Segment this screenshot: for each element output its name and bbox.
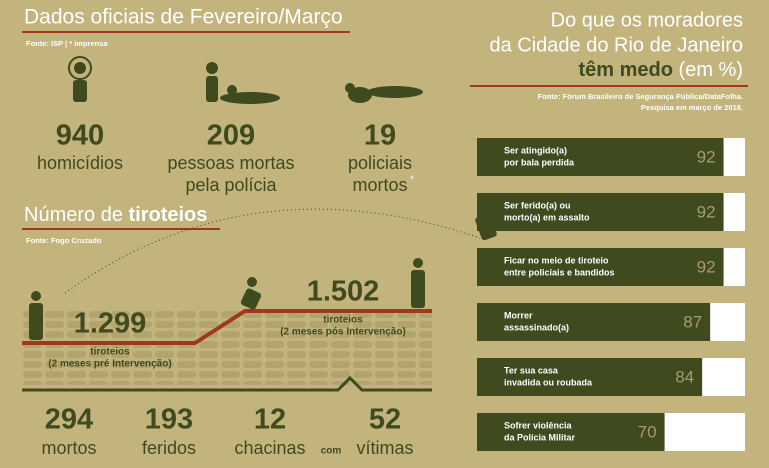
note-mark: *: [410, 175, 414, 186]
category-label: assassinado(a): [504, 322, 569, 332]
bar: [477, 138, 724, 176]
total-label: mortos: [41, 438, 96, 458]
shootings-before-label: (2 meses pré Intervenção): [48, 359, 171, 370]
trend-line: [22, 309, 432, 345]
total-label: vítimas: [356, 438, 413, 458]
category-label: morto(a) em assalto: [504, 212, 590, 222]
shootings-before-label: tiroteios: [90, 347, 130, 358]
value-label: 84: [675, 367, 694, 386]
stat-value: 209: [207, 120, 255, 152]
total-label: chacinas: [234, 438, 305, 458]
section-title: Número de tiroteios: [24, 204, 207, 226]
value-label: 70: [638, 422, 657, 441]
stat-label: homicídios: [37, 153, 123, 173]
stat-label: policiais: [348, 153, 412, 173]
value-label: 87: [683, 312, 702, 331]
category-label: Morrer: [504, 310, 533, 320]
trajectory: [64, 208, 481, 294]
stat-label: mortos: [352, 175, 407, 195]
total-value: 12: [254, 404, 286, 436]
stat-label: pessoas mortas: [167, 153, 294, 173]
source: Fonte: Fogo Cruzado: [26, 236, 102, 245]
chart-title-unit: (em %): [679, 59, 743, 81]
shootings-after-value: 1.502: [307, 276, 380, 308]
bar: [477, 413, 665, 451]
stat-value: 19: [364, 120, 396, 152]
icon: [68, 56, 423, 104]
title: Dados oficiais de Fevereiro/Março: [24, 6, 343, 29]
category-label: por bala perdida: [504, 157, 575, 167]
chart-title: da Cidade do Rio de Janeiro: [489, 34, 743, 56]
value-label: 92: [697, 202, 716, 221]
source: Fonte: Fórum Brasileiro de Segurança Púb…: [538, 92, 743, 101]
category-label: Sofrer violência: [504, 420, 573, 430]
category-label: Ser ferido(a) ou: [504, 200, 571, 210]
connector: com: [321, 446, 342, 457]
section-title-prefix: Número de: [24, 204, 123, 226]
source: Pesquisa em março de 2018.: [641, 103, 743, 112]
shootings-before-value: 1.299: [74, 308, 147, 340]
value-label: 92: [697, 147, 716, 166]
chart-title: têm medo (em %): [579, 59, 743, 81]
category-label: Ter sua casa: [504, 365, 559, 375]
bar: [477, 303, 711, 341]
total-value: 52: [369, 404, 401, 436]
category-label: da Polícia Militar: [504, 432, 576, 442]
stat-value: 940: [56, 120, 104, 152]
source: Fonte: ISP | * imprensa: [26, 39, 108, 48]
chart-title-bold: têm medo: [579, 59, 673, 81]
bar: [477, 193, 724, 231]
category-label: Ficar no meio de tiroteio: [504, 255, 609, 265]
chart-title: Do que os moradores: [551, 9, 743, 31]
bar: [477, 358, 703, 396]
stat-label: pela polícia: [185, 175, 277, 195]
bar: [477, 248, 724, 286]
value-label: 92: [697, 257, 716, 276]
category-label: Ser atingido(a): [504, 145, 567, 155]
total-value: 294: [45, 404, 93, 436]
total-value: 193: [145, 404, 193, 436]
divider: [22, 375, 432, 392]
category-label: entre policiais e bandidos: [504, 267, 615, 277]
shootings-after-label: tiroteios: [323, 315, 363, 326]
category-label: invadida ou roubada: [504, 377, 593, 387]
shootings-after-label: (2 meses pós Intervenção): [280, 327, 406, 338]
section-title-bold: tiroteios: [129, 204, 208, 226]
stats: 940 homicídios 209 pessoas mortas pela p…: [37, 120, 414, 195]
total-label: feridos: [142, 438, 196, 458]
